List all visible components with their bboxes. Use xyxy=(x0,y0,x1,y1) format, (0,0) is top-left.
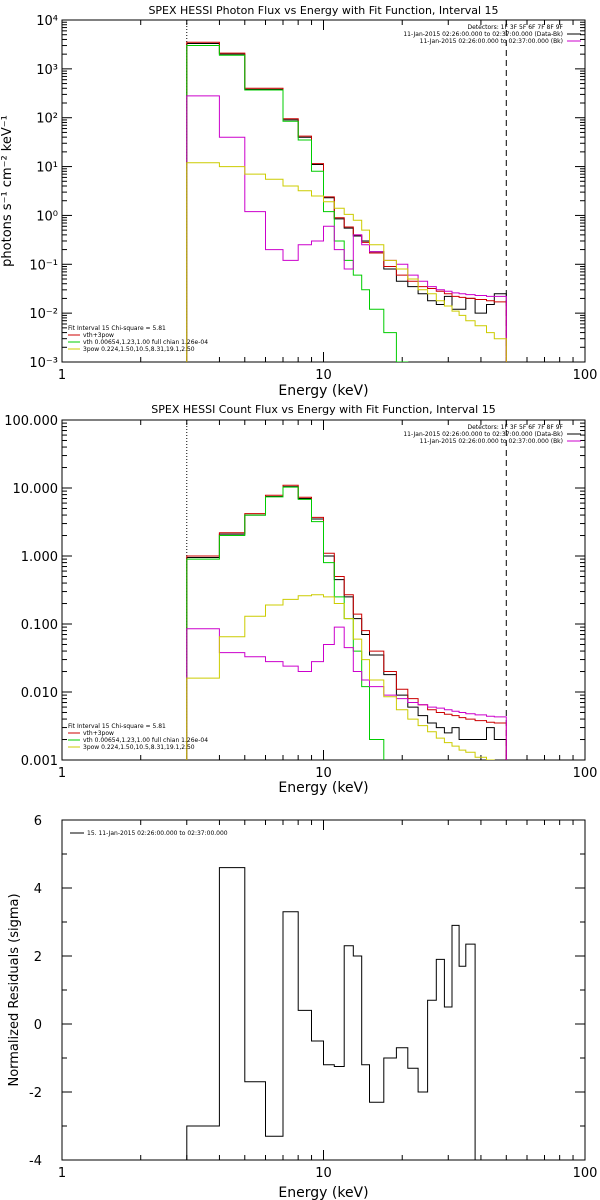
legend-top-entry: 11-Jan-2015 02:26:00.000 to 02:37:00.000… xyxy=(420,38,563,45)
y-tick-label: 0.100 xyxy=(21,618,58,633)
x-tick-label: 100 xyxy=(573,766,598,781)
y-axis-label: photons s⁻¹ cm⁻² keV⁻¹ xyxy=(0,115,15,267)
y-tick-label: -2 xyxy=(29,1086,42,1101)
x-tick-label: 10 xyxy=(315,766,332,781)
legend-bottom-entry: Fit Interval 15 Chi-square = 5.81 xyxy=(68,723,166,730)
y-tick-label: 0.010 xyxy=(21,686,58,701)
chart-2: SPEX HESSI Count Flux vs Energy with Fit… xyxy=(4,403,598,796)
legend-entry: 15. 11-Jan-2015 02:26:00.000 to 02:37:00… xyxy=(87,830,228,837)
series-line-3 xyxy=(186,45,409,362)
series-group xyxy=(186,484,507,760)
x-tick-label: 100 xyxy=(573,368,598,383)
y-tick-label: 10⁰ xyxy=(36,209,58,224)
series-group xyxy=(186,867,476,1160)
legend-top-entry: 11-Jan-2015 02:26:00.000 to 02:37:00.000… xyxy=(420,438,563,445)
legend-bottom-entry: Fit Interval 15 Chi-square = 5.81 xyxy=(68,325,166,332)
y-tick-label: 0 xyxy=(34,1018,42,1033)
y-tick-label: 6 xyxy=(34,814,42,829)
y-tick-label: 1.000 xyxy=(21,550,58,565)
series-line-2 xyxy=(186,41,507,362)
chart-title: SPEX HESSI Photon Flux vs Energy with Fi… xyxy=(148,4,498,17)
series-line-2 xyxy=(186,484,507,760)
legend-top-entry: 11-Jan-2015 02:26:00.000 to 02:37:00.000… xyxy=(403,431,563,438)
legend-top-entry: Detectors: 1F 3F 5F 6F 7F 8F 9F xyxy=(467,424,563,431)
y-tick-label: 2 xyxy=(34,950,42,965)
y-tick-label: 4 xyxy=(34,882,42,897)
plot-frame xyxy=(61,819,586,1161)
y-tick-label: 10⁴ xyxy=(36,14,58,29)
y-tick-label: 10⁻³ xyxy=(29,356,58,371)
y-axis-label: Normalized Residuals (sigma) xyxy=(7,893,22,1086)
series-line-1 xyxy=(186,486,507,760)
series-line-1 xyxy=(186,867,476,1160)
chart-3: 1 10 100 Energy (keV) -4 -2 0 2 4 6 Normalized Res… xyxy=(7,814,597,1200)
legend-bottom-entry: vth+3pow xyxy=(83,332,114,339)
legend-bottom-entry: vth+3pow xyxy=(83,730,114,737)
y-tick-label: 10¹ xyxy=(36,161,58,176)
x-axis-label: Energy (keV) xyxy=(278,780,368,796)
x-axis-label: Energy (keV) xyxy=(278,1185,368,1200)
y-tick-label: 10.000 xyxy=(13,482,59,497)
series-line-1 xyxy=(186,43,507,362)
legend-bottom-entry: 3pow 0.224,1.50,10.5,8.31,19.1,2.50 xyxy=(83,346,195,353)
x-tick-label: 1 xyxy=(58,766,66,781)
chart-1: SPEX HESSI Photon Flux vs Energy with Fi… xyxy=(0,4,598,399)
y-tick-label: 100.000 xyxy=(4,414,58,429)
y-tick-label: 10⁻² xyxy=(29,307,58,322)
y-tick-label: 10⁻¹ xyxy=(29,258,58,273)
y-tick-label: 10³ xyxy=(36,63,58,78)
series-line-4 xyxy=(186,95,507,362)
series-line-5 xyxy=(186,162,507,362)
x-tick-label: 1 xyxy=(58,368,66,383)
legend-bottom-entry: vth 0.00654,1.23,1.00 full chian 1.26e-0… xyxy=(83,339,208,346)
legend-top-entry: 11-Jan-2015 02:26:00.000 to 02:37:00.000… xyxy=(403,31,563,38)
y-tick-label: 10² xyxy=(36,112,58,127)
x-axis-label: Energy (keV) xyxy=(278,383,368,399)
y-tick-label: 0.001 xyxy=(21,754,58,769)
x-tick-label: 100 xyxy=(573,1166,598,1181)
series-line-5 xyxy=(186,594,495,760)
legend-top-entry: Detectors: 1F 3F 5F 6F 7F 8F 9F xyxy=(467,24,563,31)
x-tick-label: 10 xyxy=(315,368,332,383)
series-line-4 xyxy=(186,626,507,760)
series-group xyxy=(186,41,507,362)
x-tick-label: 10 xyxy=(315,1166,332,1181)
legend-bottom-entry: 3pow 0.224,1.50,10.5,8.31,19.1,2.50 xyxy=(83,744,195,751)
x-tick-label: 1 xyxy=(58,1166,66,1181)
legend-bottom-entry: vth 0.00654,1.23,1.00 full chian 1.26e-0… xyxy=(83,737,208,744)
y-tick-label: -4 xyxy=(29,1154,42,1169)
chart-title: SPEX HESSI Count Flux vs Energy with Fit… xyxy=(151,403,495,416)
